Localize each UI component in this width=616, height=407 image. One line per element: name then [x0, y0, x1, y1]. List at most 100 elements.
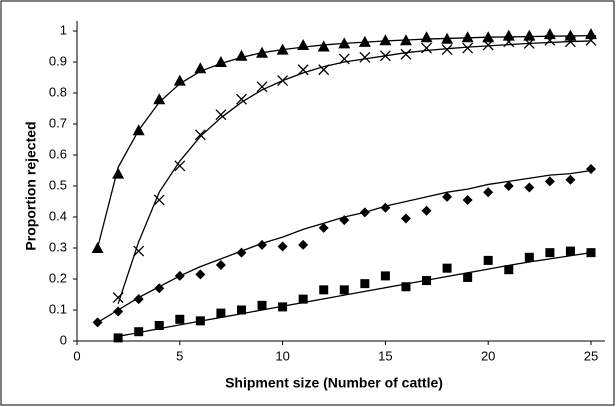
- marker: [585, 34, 597, 46]
- y-tick-label: 0.3: [49, 239, 67, 254]
- marker: [420, 31, 433, 43]
- marker: [399, 34, 412, 46]
- marker: [133, 294, 144, 305]
- marker: [503, 181, 514, 191]
- marker: [462, 42, 474, 54]
- marker: [153, 194, 165, 206]
- marker: [154, 321, 164, 330]
- y-tick-label: 0.7: [49, 115, 67, 130]
- marker: [236, 93, 247, 105]
- x-tick-label: 15: [378, 348, 392, 363]
- marker: [339, 215, 350, 226]
- marker: [565, 174, 576, 185]
- marker: [503, 36, 515, 48]
- y-tick-label: 0.9: [49, 53, 67, 68]
- marker: [544, 176, 555, 187]
- marker: [380, 271, 390, 281]
- marker: [318, 64, 330, 76]
- y-tick-label: 0.8: [49, 84, 67, 99]
- marker: [360, 279, 370, 289]
- marker: [92, 317, 103, 328]
- y-tick-label: 0.2: [49, 270, 67, 285]
- marker: [462, 194, 473, 205]
- marker: [195, 269, 206, 280]
- marker: [379, 34, 392, 46]
- marker: [297, 64, 309, 76]
- marker: [173, 74, 186, 86]
- marker: [504, 265, 514, 275]
- marker: [112, 292, 124, 304]
- marker: [216, 308, 226, 318]
- marker: [565, 246, 575, 256]
- marker: [359, 51, 371, 63]
- marker: [194, 129, 206, 141]
- marker: [298, 294, 308, 304]
- marker: [278, 302, 288, 312]
- x-tick-label: 25: [584, 348, 598, 363]
- marker: [545, 248, 555, 258]
- marker: [422, 276, 432, 286]
- marker: [338, 37, 351, 49]
- marker: [524, 182, 535, 193]
- marker: [483, 187, 494, 198]
- marker: [339, 285, 349, 295]
- marker: [523, 37, 535, 49]
- marker: [298, 239, 309, 250]
- marker: [523, 29, 536, 41]
- marker: [154, 283, 165, 294]
- marker: [194, 62, 207, 74]
- marker: [380, 202, 391, 213]
- y-tick-label: 0.1: [49, 301, 67, 316]
- marker: [441, 44, 453, 56]
- x-axis-label: Shipment size (Number of cattle): [225, 375, 443, 391]
- marker: [379, 50, 391, 62]
- y-tick-label: 0: [60, 332, 67, 347]
- marker: [236, 247, 247, 258]
- marker: [482, 31, 495, 43]
- marker: [524, 252, 534, 262]
- marker: [235, 49, 248, 61]
- marker: [317, 40, 330, 52]
- y-tick-label: 0.6: [49, 146, 67, 161]
- marker: [215, 260, 226, 271]
- marker: [564, 36, 576, 48]
- marker: [442, 191, 453, 202]
- marker: [586, 163, 596, 174]
- x-tick-label: 5: [176, 348, 183, 363]
- marker: [544, 34, 556, 46]
- marker: [585, 28, 597, 40]
- marker: [112, 167, 125, 179]
- marker: [586, 248, 596, 258]
- marker: [441, 32, 454, 44]
- marker: [297, 38, 310, 50]
- marker: [461, 31, 474, 43]
- marker: [463, 272, 473, 282]
- marker: [91, 242, 104, 253]
- x-tick-label: 10: [275, 348, 289, 363]
- marker: [421, 42, 432, 54]
- marker: [359, 207, 370, 218]
- marker: [113, 333, 123, 343]
- x-tick-label: 0: [73, 348, 80, 363]
- marker: [236, 305, 246, 315]
- marker: [421, 205, 432, 216]
- marker: [358, 35, 371, 47]
- marker: [257, 300, 267, 310]
- marker: [133, 245, 145, 257]
- marker: [401, 282, 411, 292]
- marker: [256, 81, 268, 93]
- marker: [153, 93, 166, 105]
- marker: [318, 222, 329, 233]
- marker: [338, 53, 350, 65]
- marker: [174, 160, 186, 172]
- y-tick-label: 0.5: [49, 177, 67, 192]
- marker: [482, 39, 494, 51]
- marker: [215, 109, 227, 121]
- y-tick-label: 1: [60, 22, 67, 37]
- marker: [277, 241, 288, 252]
- marker: [319, 285, 329, 295]
- marker: [256, 46, 269, 58]
- marker: [564, 29, 577, 41]
